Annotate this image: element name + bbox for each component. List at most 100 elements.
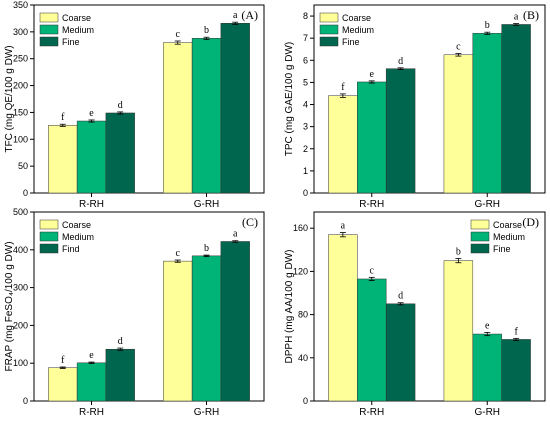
bar — [220, 241, 250, 402]
legend-label: Medium — [493, 232, 525, 242]
y-tick-label: 100 — [13, 134, 28, 144]
legend-swatch — [39, 12, 59, 23]
y-tick-label: 300 — [13, 283, 28, 293]
legend-swatch — [39, 231, 59, 242]
y-tick-label: 0 — [23, 396, 28, 406]
bar — [191, 38, 222, 194]
plot-frame — [313, 4, 546, 194]
y-tick-label: 200 — [13, 320, 28, 330]
x-tick-label: R-RH — [359, 199, 384, 210]
legend-label: Medium — [342, 25, 374, 35]
chart-panel: 0 1 2 3 4 5 6 7 8 TPC (mg GAE/100 g DW) (B) R-RH f e d… — [284, 4, 546, 210]
x-tick-label: G-RH — [474, 199, 500, 210]
chart-panel: 0 40 80 120 160 DPPH (mg AA/100 g DW) (D) R-RH a… — [284, 211, 546, 418]
y-tick-label: 2 — [303, 144, 308, 154]
significance-letter: e — [370, 69, 375, 80]
legend-label: Fine — [342, 37, 360, 47]
bar — [163, 260, 193, 402]
legend-swatch — [470, 231, 490, 242]
bar — [191, 255, 222, 402]
legend-swatch — [39, 243, 59, 254]
legend-swatch — [470, 243, 490, 254]
panel-label: (A) — [241, 8, 258, 22]
significance-letter: a — [233, 10, 238, 21]
bar — [105, 112, 135, 194]
significance-letter: f — [341, 82, 345, 93]
y-tick-label: 5 — [303, 77, 308, 87]
legend-label: Medium — [62, 25, 94, 35]
significance-letter: e — [485, 320, 490, 331]
significance-letter: f — [61, 112, 65, 123]
x-tick-label: G-RH — [474, 407, 500, 418]
legend-swatch — [319, 12, 339, 23]
significance-letter: b — [204, 243, 209, 254]
significance-letter: d — [118, 336, 123, 347]
legend-label: Fine — [493, 244, 511, 254]
bar — [357, 81, 387, 194]
bar — [48, 125, 78, 194]
y-tick-label: 80 — [298, 310, 308, 320]
plot-frame — [313, 211, 546, 402]
panel-label: (B) — [523, 8, 539, 22]
y-tick-label: 300 — [13, 27, 28, 37]
panel-label: (C) — [242, 215, 258, 229]
bar — [472, 33, 502, 194]
legend-label: Coarse — [62, 220, 91, 230]
significance-letter: d — [398, 291, 403, 302]
y-tick-label: 100 — [13, 358, 28, 368]
bar — [76, 120, 107, 194]
significance-letter: c — [176, 248, 181, 259]
y-tick-label: 7 — [303, 33, 308, 43]
legend-label: Fine — [62, 37, 80, 47]
bar — [385, 68, 416, 194]
legend-swatch — [39, 219, 59, 230]
significance-letter: d — [118, 100, 123, 111]
bar — [328, 95, 358, 194]
y-tick-label: 40 — [298, 353, 308, 363]
y-tick-label: 50 — [18, 161, 28, 171]
bar — [443, 260, 474, 402]
x-tick-label: R-RH — [359, 407, 384, 418]
chart-panel: 0 100 200 300 400 500 FRAP (mg FeSO₄/100 g DW)… — [4, 207, 265, 418]
significance-letter: c — [456, 41, 461, 52]
y-axis-label: TFC (mg QE/100 g DW) — [4, 45, 15, 152]
significance-letter: d — [398, 56, 403, 67]
y-tick-label: 200 — [13, 81, 28, 91]
bar — [48, 367, 78, 402]
bar — [163, 42, 193, 194]
bar — [328, 234, 358, 402]
plot-frame — [33, 211, 265, 402]
y-tick-label: 160 — [293, 223, 308, 233]
significance-letter: f — [514, 326, 518, 337]
legend-swatch — [319, 36, 339, 47]
y-tick-label: 0 — [303, 188, 308, 198]
significance-letter: b — [456, 246, 461, 257]
chart-panel: 0 50 100 150 200 250 300 350 TFC (mg QE/100 g DW… — [4, 0, 265, 210]
y-tick-label: 6 — [303, 55, 308, 65]
y-tick-label: 150 — [13, 107, 28, 117]
y-tick-label: 0 — [23, 188, 28, 198]
legend-swatch — [319, 24, 339, 35]
significance-letter: e — [89, 350, 94, 361]
x-tick-label: G-RH — [194, 199, 220, 210]
y-tick-label: 350 — [13, 0, 28, 10]
panel-label: (D) — [522, 215, 539, 229]
legend-swatch — [39, 36, 59, 47]
x-tick-label: R-RH — [79, 407, 104, 418]
bar — [105, 348, 135, 402]
legend-label: Find — [62, 244, 80, 254]
significance-letter: f — [61, 355, 65, 366]
y-tick-label: 120 — [293, 266, 308, 276]
legend-label: Coarse — [62, 13, 91, 23]
significance-letter: a — [233, 229, 238, 240]
y-axis-label: FRAP (mg FeSO₄/100 g DW) — [4, 241, 15, 371]
y-tick-label: 3 — [303, 122, 308, 132]
y-tick-label: 8 — [303, 11, 308, 21]
significance-letter: c — [176, 29, 181, 40]
bar — [385, 303, 416, 402]
y-tick-label: 4 — [303, 100, 308, 110]
y-tick-label: 250 — [13, 54, 28, 64]
legend-label: Medium — [62, 232, 94, 242]
significance-letter: a — [341, 221, 346, 232]
